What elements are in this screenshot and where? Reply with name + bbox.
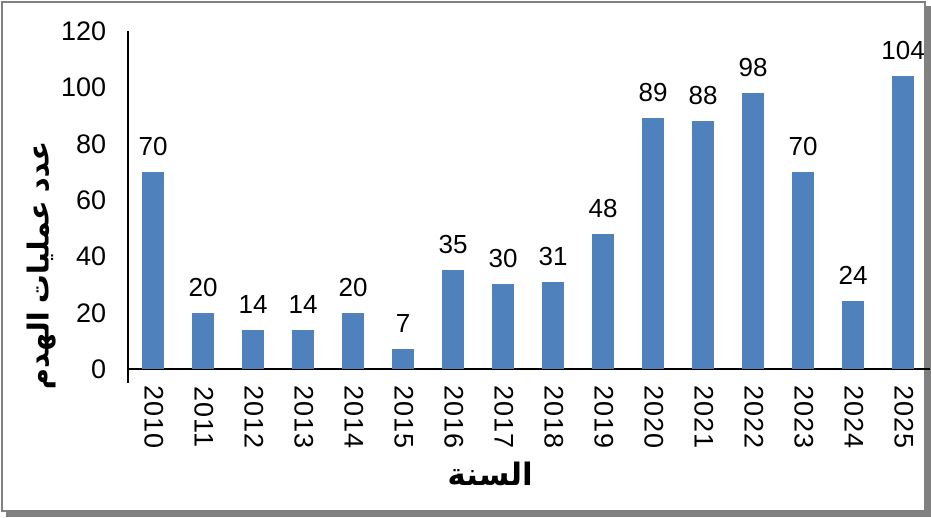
bar-2011 — [192, 313, 214, 369]
bar-value-label: 70 — [138, 131, 168, 161]
bar-2018 — [542, 282, 564, 369]
x-tick-2020: 2020 — [638, 384, 669, 450]
bar-2025 — [892, 76, 914, 369]
bar-value-label: 48 — [588, 193, 618, 223]
bar-value-label: 98 — [738, 52, 768, 82]
x-tick-2019: 2019 — [588, 384, 619, 450]
bar-2010 — [142, 172, 164, 369]
bar-value-label: 35 — [438, 229, 468, 259]
x-tick-2023: 2023 — [788, 384, 819, 450]
x-tick-2021: 2021 — [688, 384, 719, 450]
bar-2020 — [642, 118, 664, 369]
plot-region: عدد عمليات الهدم 0 20 40 60 80 100 120 70 20 14 1… — [3, 3, 930, 510]
x-tick-2010: 2010 — [138, 384, 169, 450]
bar-2015 — [392, 349, 414, 369]
x-axis-line — [127, 368, 930, 370]
bar-2012 — [242, 330, 264, 369]
bar-value-label: 14 — [238, 289, 268, 319]
bar-value-label: 20 — [338, 272, 368, 302]
bar-2019 — [592, 234, 614, 369]
bar-value-label: 31 — [538, 241, 568, 271]
bar-2016 — [442, 270, 464, 369]
bar-2023 — [792, 172, 814, 369]
bar-value-label: 20 — [188, 272, 218, 302]
y-tick-label: 20 — [75, 297, 106, 328]
bar-2024 — [842, 301, 864, 369]
bars-layer: 70 20 14 14 20 7 35 30 31 48 89 88 98 70 24 104 — [128, 31, 928, 369]
x-tick-2012: 2012 — [238, 384, 269, 450]
y-tick-label: 120 — [60, 16, 106, 46]
x-tick-2011: 2011 — [188, 385, 219, 449]
x-axis-tick-labels: 2010 2011 2012 2013 2014 2015 2016 2017 2018 2019… — [128, 371, 928, 461]
x-tick-2022: 2022 — [738, 384, 769, 450]
y-tick-label: 100 — [60, 72, 106, 103]
y-tick-label: 40 — [75, 241, 106, 272]
bar-2021 — [692, 121, 714, 369]
x-tick-2024: 2024 — [838, 384, 869, 450]
x-tick-2018: 2018 — [538, 384, 569, 450]
bar-value-label: 14 — [288, 289, 318, 319]
bar-2014 — [342, 313, 364, 369]
x-tick-2013: 2013 — [288, 384, 319, 450]
bar-2017 — [492, 284, 514, 369]
y-tick-label: 60 — [75, 185, 106, 215]
bar-value-label: 88 — [688, 80, 718, 110]
y-axis-tick-labels: 0 20 40 60 80 100 120 — [3, 3, 106, 383]
x-tick-2014: 2014 — [338, 384, 369, 450]
y-axis-line — [127, 31, 129, 383]
y-tick-label: 80 — [75, 128, 106, 159]
x-tick-2017: 2017 — [488, 384, 519, 450]
bar-2022 — [742, 93, 764, 369]
x-tick-2016: 2016 — [438, 384, 469, 450]
bar-value-label: 104 — [881, 35, 925, 65]
bar-value-label: 7 — [395, 308, 411, 338]
bar-value-label: 70 — [788, 131, 818, 161]
bar-2013 — [292, 330, 314, 369]
bar-value-label: 30 — [488, 243, 518, 273]
x-tick-2025: 2025 — [888, 384, 919, 450]
y-tick-label: 0 — [90, 354, 106, 384]
x-tick-2015: 2015 — [388, 384, 419, 450]
x-axis-title: السنة — [447, 457, 533, 492]
bar-value-label: 89 — [638, 77, 668, 107]
bar-value-label: 24 — [838, 260, 868, 290]
